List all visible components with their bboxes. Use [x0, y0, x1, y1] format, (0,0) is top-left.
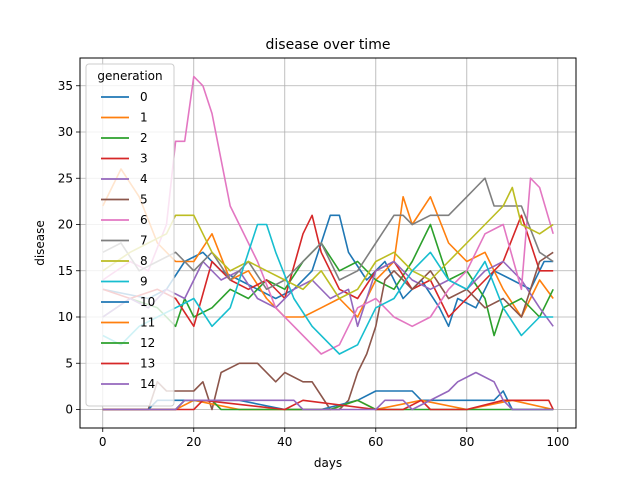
series-line-3 [102, 214, 554, 328]
series-line-8 [102, 186, 554, 300]
legend-label-9: 9 [140, 275, 148, 289]
legend-label-1: 1 [140, 111, 148, 125]
series-line-2 [102, 223, 554, 337]
series-line-0 [102, 214, 554, 328]
series-line-6 [102, 75, 554, 355]
y-tick-label: 20 [58, 218, 73, 232]
series-line-9 [102, 223, 554, 355]
series-line-7 [102, 177, 554, 291]
legend-label-10: 10 [140, 295, 155, 309]
legend-label-5: 5 [140, 193, 148, 207]
legend-label-2: 2 [140, 131, 148, 145]
x-axis-ticks: 0 20 40 60 80 100 [99, 428, 569, 449]
y-tick-label: 25 [58, 171, 73, 185]
series-line-4 [102, 260, 554, 328]
x-tick-label: 80 [459, 435, 474, 449]
legend-label-14: 14 [140, 377, 155, 391]
y-tick-label: 15 [58, 264, 73, 278]
legend-label-12: 12 [140, 336, 155, 350]
series-line-13 [102, 399, 554, 411]
series-line-14 [102, 371, 554, 411]
x-tick-label: 20 [186, 435, 201, 449]
legend-box [85, 63, 175, 407]
y-tick-label: 10 [58, 310, 73, 324]
legend-label-4: 4 [140, 172, 148, 186]
legend-label-0: 0 [140, 90, 148, 104]
y-axis-ticks: 0 5 10 15 20 25 30 35 [58, 79, 80, 417]
legend-label-8: 8 [140, 254, 148, 268]
y-tick-label: 35 [58, 79, 73, 93]
y-tick-label: 5 [65, 356, 73, 370]
y-axis-label: disease [33, 220, 47, 266]
plot-frame [79, 57, 577, 429]
legend-label-6: 6 [140, 213, 148, 227]
y-tick-label: 30 [58, 125, 73, 139]
y-tick-label: 0 [65, 403, 73, 417]
x-tick-label: 0 [99, 435, 107, 449]
plot-lines [102, 75, 554, 411]
chart-title: disease over time [266, 37, 391, 53]
x-tick-label: 40 [277, 435, 292, 449]
legend-label-11: 11 [140, 316, 155, 330]
legend-title: generation [97, 69, 162, 83]
legend-label-7: 7 [140, 234, 148, 248]
legend-label-3: 3 [140, 152, 148, 166]
x-tick-label: 60 [368, 435, 383, 449]
x-tick-label: 100 [546, 435, 569, 449]
x-axis-label: days [314, 456, 342, 470]
legend-label-13: 13 [140, 357, 155, 371]
